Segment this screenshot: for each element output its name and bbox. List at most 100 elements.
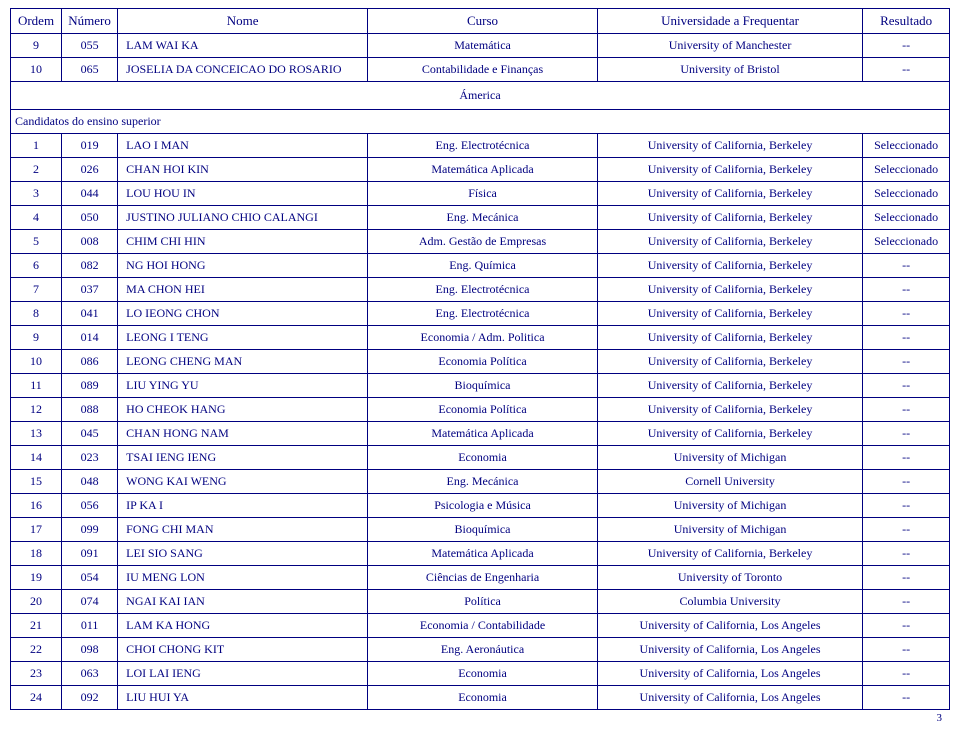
- cell-numero: 026: [62, 158, 118, 182]
- cell-numero: 041: [62, 302, 118, 326]
- header-numero: Número: [62, 9, 118, 34]
- cell-ordem: 6: [11, 254, 62, 278]
- table-row: 9055LAM WAI KAMatemáticaUniversity of Ma…: [11, 34, 950, 58]
- cell-resultado: Seleccionado: [863, 182, 950, 206]
- cell-resultado: --: [863, 34, 950, 58]
- cell-ordem: 13: [11, 422, 62, 446]
- cell-resultado: --: [863, 494, 950, 518]
- table-row: 7037MA CHON HEIEng. ElectrotécnicaUniver…: [11, 278, 950, 302]
- cell-nome: JUSTINO JULIANO CHIO CALANGI: [118, 206, 368, 230]
- cell-numero: 089: [62, 374, 118, 398]
- cell-numero: 074: [62, 590, 118, 614]
- cell-universidade: University of Michigan: [597, 494, 862, 518]
- cell-universidade: University of California, Berkeley: [597, 326, 862, 350]
- cell-resultado: --: [863, 470, 950, 494]
- candidates-table: Ordem Número Nome Curso Universidade a F…: [10, 8, 950, 710]
- table-row: 20074NGAI KAI IANPolíticaColumbia Univer…: [11, 590, 950, 614]
- cell-curso: Adm. Gestão de Empresas: [368, 230, 598, 254]
- cell-ordem: 16: [11, 494, 62, 518]
- cell-ordem: 7: [11, 278, 62, 302]
- subheading-label: Candidatos do ensino superior: [11, 110, 950, 134]
- cell-ordem: 23: [11, 662, 62, 686]
- cell-universidade: University of Toronto: [597, 566, 862, 590]
- cell-ordem: 14: [11, 446, 62, 470]
- cell-resultado: --: [863, 374, 950, 398]
- cell-universidade: University of California, Berkeley: [597, 158, 862, 182]
- cell-resultado: --: [863, 302, 950, 326]
- table-row: 19054IU MENG LONCiências de EngenhariaUn…: [11, 566, 950, 590]
- cell-universidade: University of California, Los Angeles: [597, 662, 862, 686]
- cell-curso: Economia Política: [368, 398, 598, 422]
- cell-universidade: University of California, Berkeley: [597, 254, 862, 278]
- cell-curso: Eng. Química: [368, 254, 598, 278]
- cell-nome: CHAN HOI KIN: [118, 158, 368, 182]
- cell-numero: 088: [62, 398, 118, 422]
- cell-numero: 054: [62, 566, 118, 590]
- cell-nome: JOSELIA DA CONCEICAO DO ROSARIO: [118, 58, 368, 82]
- table-row: 12088HO CHEOK HANGEconomia PolíticaUnive…: [11, 398, 950, 422]
- cell-universidade: University of California, Berkeley: [597, 230, 862, 254]
- cell-curso: Eng. Mecánica: [368, 206, 598, 230]
- cell-nome: LOU HOU IN: [118, 182, 368, 206]
- cell-nome: LEI SIO SANG: [118, 542, 368, 566]
- cell-ordem: 15: [11, 470, 62, 494]
- table-row: 10065JOSELIA DA CONCEICAO DO ROSARIOCont…: [11, 58, 950, 82]
- cell-curso: Economia / Contabilidade: [368, 614, 598, 638]
- cell-resultado: --: [863, 566, 950, 590]
- cell-universidade: University of California, Berkeley: [597, 422, 862, 446]
- cell-ordem: 1: [11, 134, 62, 158]
- cell-ordem: 12: [11, 398, 62, 422]
- cell-nome: WONG KAI WENG: [118, 470, 368, 494]
- cell-universidade: University of California, Berkeley: [597, 542, 862, 566]
- table-row: 23063LOI LAI IENGEconomiaUniversity of C…: [11, 662, 950, 686]
- table-row: 24092LIU HUI YAEconomiaUniversity of Cal…: [11, 686, 950, 710]
- cell-ordem: 5: [11, 230, 62, 254]
- cell-universidade: Columbia University: [597, 590, 862, 614]
- cell-ordem: 4: [11, 206, 62, 230]
- table-row: 9014LEONG I TENGEconomia / Adm. Politica…: [11, 326, 950, 350]
- cell-curso: Bioquímica: [368, 518, 598, 542]
- cell-numero: 082: [62, 254, 118, 278]
- cell-curso: Eng. Electrotécnica: [368, 302, 598, 326]
- cell-nome: TSAI IENG IENG: [118, 446, 368, 470]
- header-resultado: Resultado: [863, 9, 950, 34]
- cell-universidade: University of California, Berkeley: [597, 206, 862, 230]
- cell-resultado: --: [863, 446, 950, 470]
- cell-numero: 098: [62, 638, 118, 662]
- cell-numero: 019: [62, 134, 118, 158]
- table-row: 17099FONG CHI MANBioquímicaUniversity of…: [11, 518, 950, 542]
- table-row: 1019LAO I MANEng. ElectrotécnicaUniversi…: [11, 134, 950, 158]
- cell-numero: 048: [62, 470, 118, 494]
- cell-universidade: University of Michigan: [597, 446, 862, 470]
- cell-curso: Eng. Mecánica: [368, 470, 598, 494]
- cell-curso: Política: [368, 590, 598, 614]
- cell-ordem: 17: [11, 518, 62, 542]
- cell-curso: Psicologia e Música: [368, 494, 598, 518]
- cell-resultado: --: [863, 350, 950, 374]
- table-row: 5008CHIM CHI HINAdm. Gestão de EmpresasU…: [11, 230, 950, 254]
- cell-numero: 037: [62, 278, 118, 302]
- cell-nome: NGAI KAI IAN: [118, 590, 368, 614]
- table-body: 9055LAM WAI KAMatemáticaUniversity of Ma…: [11, 34, 950, 710]
- cell-numero: 045: [62, 422, 118, 446]
- table-row: 6082NG HOI HONGEng. QuímicaUniversity of…: [11, 254, 950, 278]
- table-row: 21011LAM KA HONGEconomia / Contabilidade…: [11, 614, 950, 638]
- cell-universidade: University of California, Berkeley: [597, 350, 862, 374]
- cell-ordem: 2: [11, 158, 62, 182]
- page-number: 3: [10, 710, 950, 724]
- cell-curso: Matemática Aplicada: [368, 158, 598, 182]
- cell-nome: LIU YING YU: [118, 374, 368, 398]
- cell-universidade: University of California, Berkeley: [597, 374, 862, 398]
- cell-curso: Economia: [368, 686, 598, 710]
- header-curso: Curso: [368, 9, 598, 34]
- cell-nome: CHOI CHONG KIT: [118, 638, 368, 662]
- cell-nome: MA CHON HEI: [118, 278, 368, 302]
- cell-universidade: University of Manchester: [597, 34, 862, 58]
- cell-resultado: --: [863, 542, 950, 566]
- cell-nome: CHIM CHI HIN: [118, 230, 368, 254]
- cell-universidade: University of California, Berkeley: [597, 182, 862, 206]
- region-label: Ámerica: [11, 82, 950, 110]
- cell-universidade: University of California, Los Angeles: [597, 686, 862, 710]
- cell-curso: Física: [368, 182, 598, 206]
- cell-nome: IP KA I: [118, 494, 368, 518]
